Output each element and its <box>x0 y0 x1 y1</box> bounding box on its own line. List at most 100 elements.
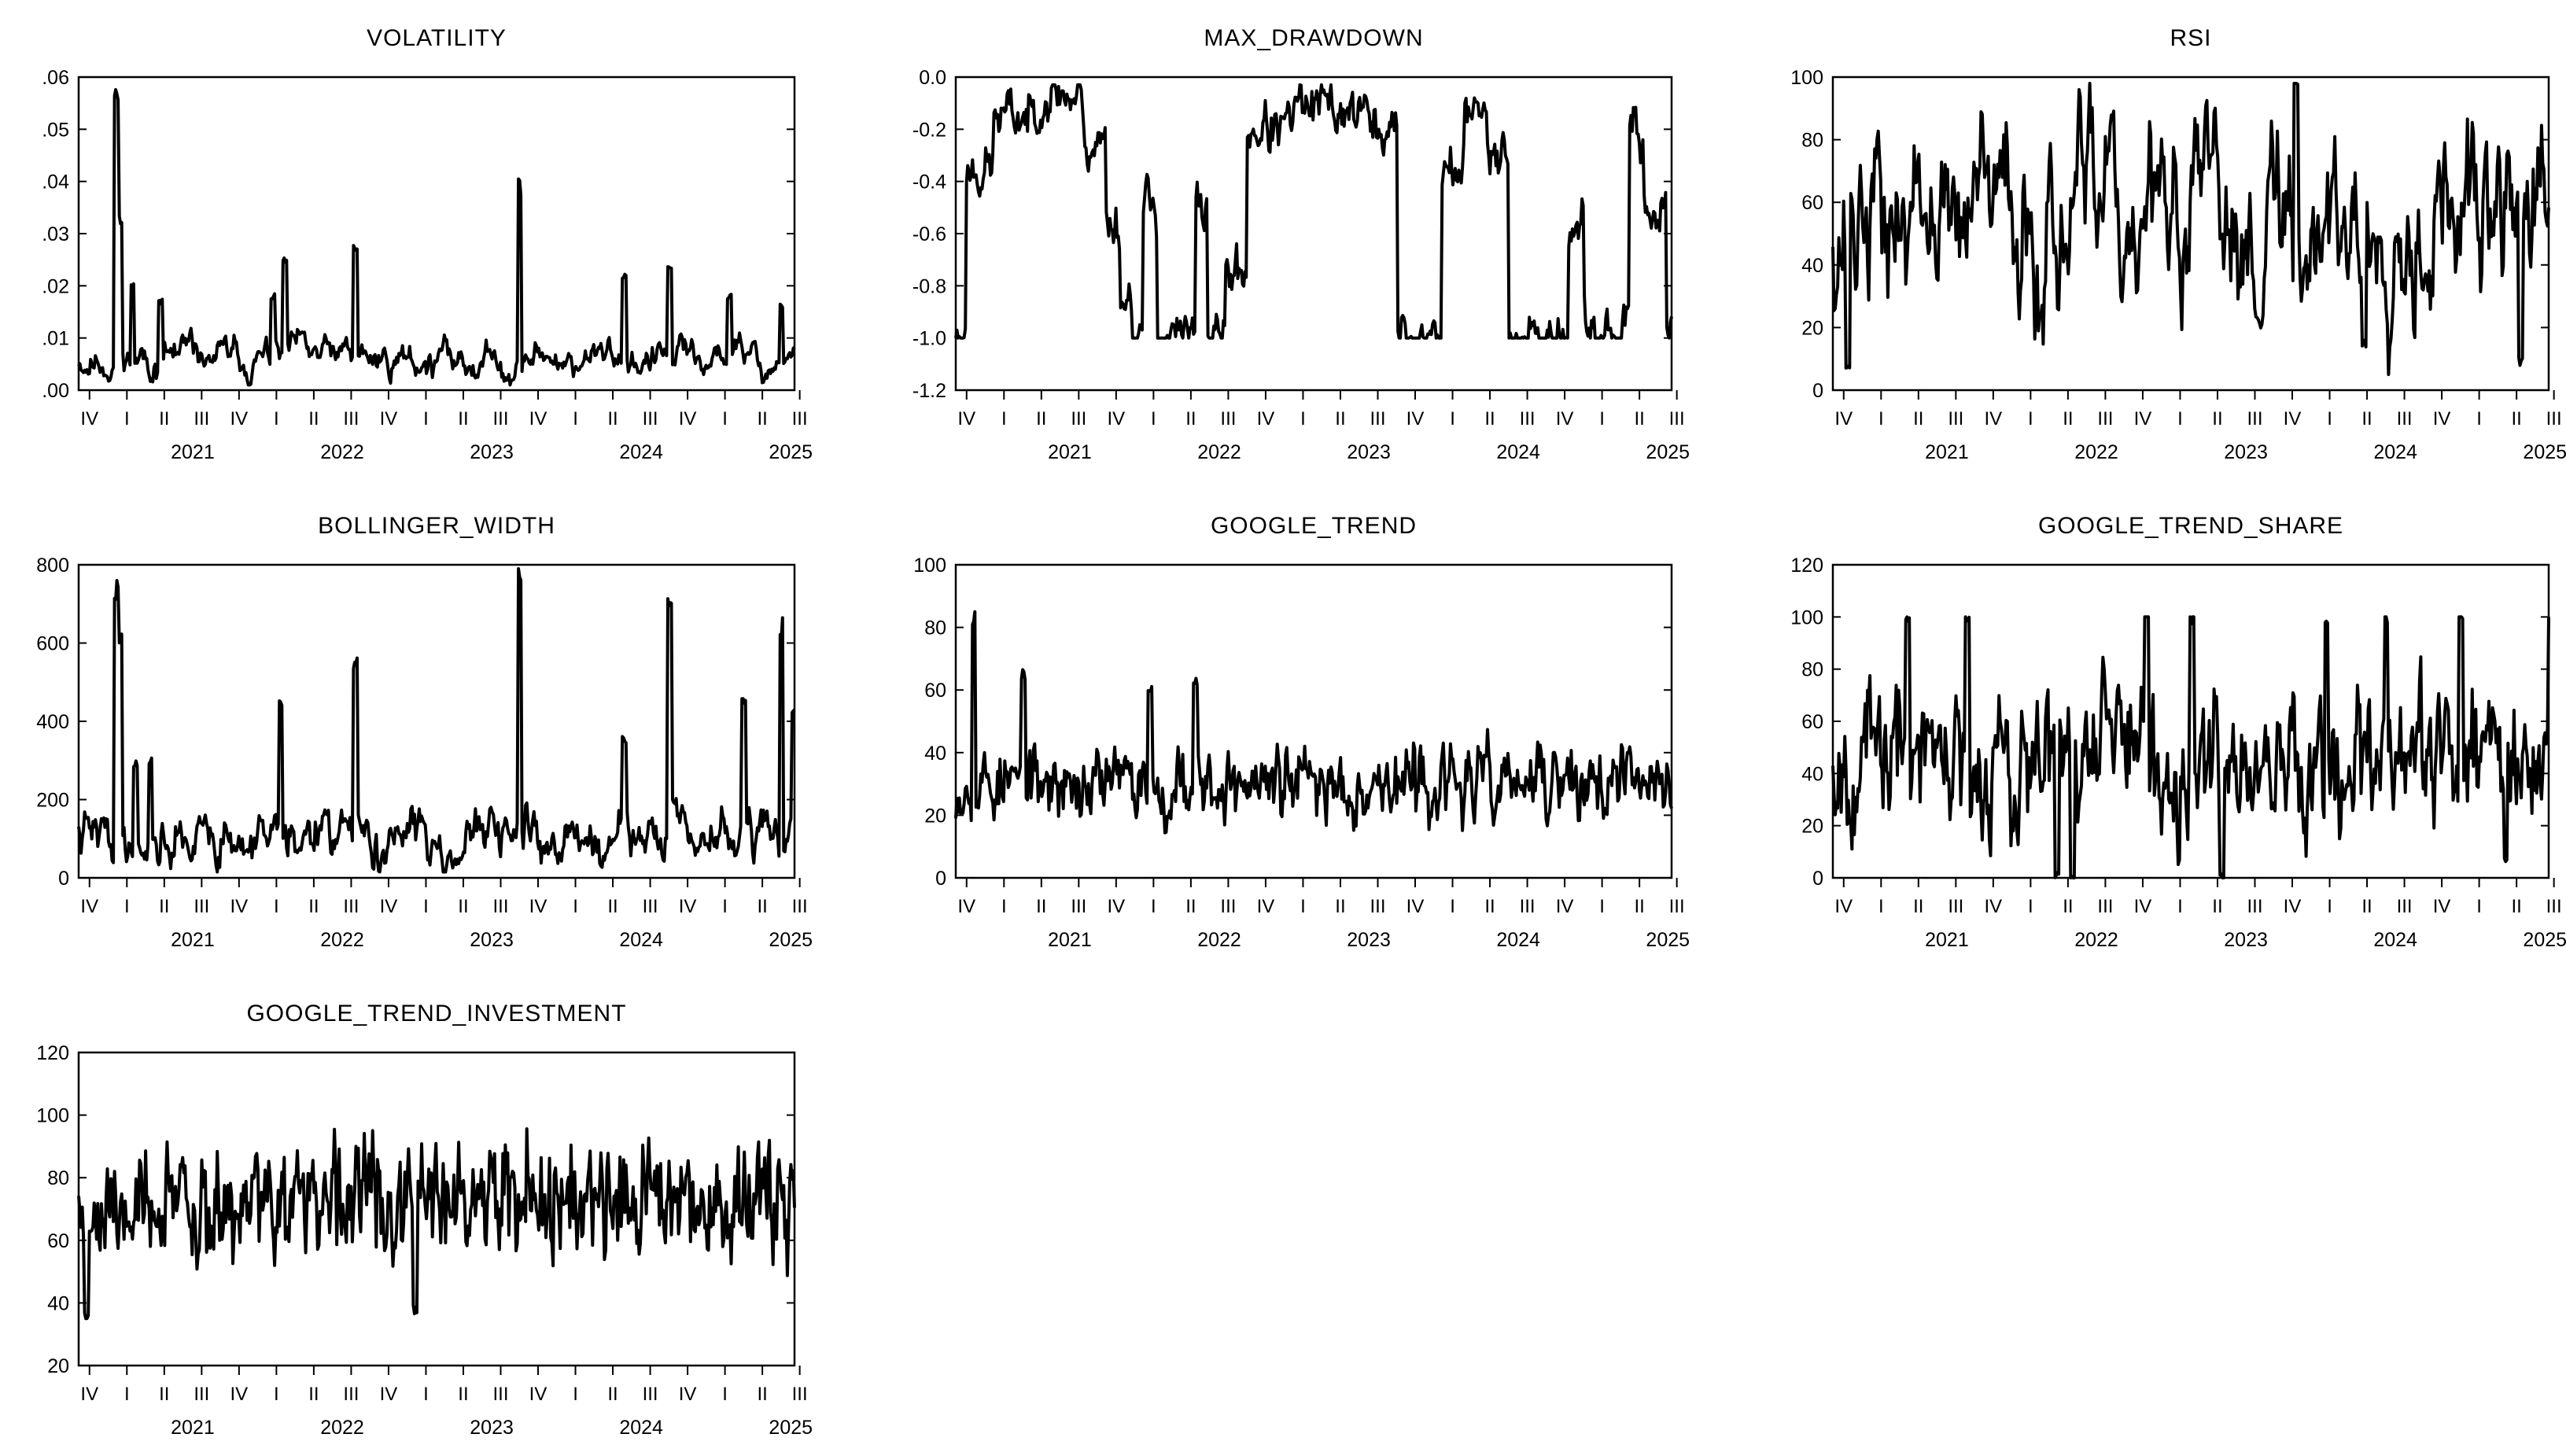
x-year-label: 2021 <box>1925 441 1969 463</box>
x-quarter-label: II <box>1185 408 1196 429</box>
x-year-label: 2024 <box>1496 929 1540 951</box>
chart-title: VOLATILITY <box>367 25 507 51</box>
x-quarter-label: IV <box>1407 896 1425 917</box>
y-tick-label: .06 <box>42 67 69 89</box>
x-quarter-label: I <box>1878 896 1884 917</box>
x-quarter-label: II <box>2511 408 2521 429</box>
x-quarter-label: I <box>2476 896 2482 917</box>
x-quarter-label: I <box>1599 408 1605 429</box>
x-year-label: 2025 <box>2523 441 2566 463</box>
x-quarter-label: IV <box>1407 408 1425 429</box>
y-tick-label: 60 <box>924 680 946 702</box>
y-tick-label: 20 <box>1801 816 1823 838</box>
x-quarter-label: II <box>2212 408 2222 429</box>
x-quarter-label: III <box>1370 896 1385 917</box>
x-quarter-label: I <box>2028 408 2033 429</box>
x-quarter-label: IV <box>1985 896 2003 917</box>
x-quarter-label: III <box>1520 408 1536 429</box>
x-quarter-label: I <box>423 896 429 917</box>
x-quarter-label: III <box>2397 896 2413 917</box>
y-tick-label: .03 <box>42 223 69 245</box>
x-quarter-label: III <box>2247 408 2262 429</box>
x-quarter-label: I <box>274 1384 279 1405</box>
x-quarter-label: I <box>423 1384 429 1405</box>
series-line-bollinger-width <box>77 567 796 874</box>
x-year-label: 2022 <box>320 1417 364 1439</box>
x-quarter-label: III <box>194 896 209 917</box>
x-quarter-label: IV <box>1108 408 1126 429</box>
x-year-label: 2021 <box>1048 929 1092 951</box>
x-quarter-label: II <box>1036 408 1046 429</box>
chart-panel-google-trend-investment: GOOGLE_TREND_INVESTMENT 20 40 60 80 100 120 IV I… <box>36 1001 813 1439</box>
x-quarter-label: I <box>1001 896 1007 917</box>
x-quarter-label: IV <box>2284 408 2302 429</box>
chart-title: BOLLINGER_WIDTH <box>318 513 555 539</box>
y-tick-label: 0 <box>935 868 946 890</box>
x-quarter-label: III <box>194 1384 209 1405</box>
x-quarter-label: III <box>1071 408 1086 429</box>
x-year-label: 2025 <box>1646 929 1690 951</box>
y-tick-label: 100 <box>1790 606 1823 628</box>
x-quarter-label: IV <box>380 896 398 917</box>
y-tick-label: 60 <box>1801 192 1823 214</box>
x-quarter-label: IV <box>1257 896 1275 917</box>
x-quarter-label: IV <box>1108 896 1126 917</box>
x-quarter-label: I <box>2177 408 2183 429</box>
x-quarter-label: II <box>1913 896 1923 917</box>
y-tick-label: 20 <box>924 805 946 827</box>
x-year-label: 2021 <box>1048 441 1092 463</box>
y-tick-label: 40 <box>47 1292 69 1314</box>
x-quarter-label: IV <box>1834 408 1853 429</box>
x-year-label: 2024 <box>2373 441 2417 463</box>
series-line-volatility <box>77 88 796 387</box>
y-tick-label: .01 <box>42 328 69 350</box>
x-quarter-label: II <box>1036 896 1046 917</box>
x-quarter-label: II <box>757 408 767 429</box>
x-quarter-label: III <box>2097 408 2113 429</box>
x-quarter-label: IV <box>380 1384 398 1405</box>
y-tick-label: 60 <box>1801 711 1823 733</box>
x-quarter-label: II <box>458 1384 468 1405</box>
x-quarter-label: III <box>1948 408 1963 429</box>
x-quarter-label: II <box>2361 408 2372 429</box>
x-quarter-label: III <box>792 1384 808 1405</box>
x-quarter-label: III <box>492 408 508 429</box>
x-year-label: 2023 <box>2224 929 2268 951</box>
x-year-label: 2025 <box>1646 441 1690 463</box>
x-quarter-label: III <box>792 896 808 917</box>
x-quarter-label: III <box>2097 896 2113 917</box>
x-quarter-label: IV <box>529 408 547 429</box>
x-quarter-label: IV <box>230 896 249 917</box>
y-tick-label: 80 <box>1801 130 1823 152</box>
x-year-label: 2021 <box>171 929 215 951</box>
x-quarter-label: II <box>1634 408 1644 429</box>
x-quarter-label: II <box>1634 896 1644 917</box>
x-quarter-label: I <box>573 896 578 917</box>
x-quarter-label: III <box>643 1384 658 1405</box>
y-tick-label: 400 <box>36 711 69 733</box>
x-quarter-label: II <box>607 1384 618 1405</box>
x-quarter-label: IV <box>380 408 398 429</box>
x-quarter-label: III <box>194 408 209 429</box>
x-quarter-label: III <box>2546 408 2562 429</box>
x-quarter-label: II <box>757 896 767 917</box>
x-year-label: 2024 <box>2373 929 2417 951</box>
y-tick-label: 20 <box>1801 317 1823 339</box>
x-quarter-label: II <box>1335 408 1345 429</box>
x-year-label: 2025 <box>769 441 813 463</box>
series-line-google-trend-share <box>1831 615 2550 879</box>
x-quarter-label: IV <box>679 896 697 917</box>
x-quarter-label: III <box>1071 896 1086 917</box>
x-quarter-label: I <box>1878 408 1884 429</box>
y-tick-label: .00 <box>42 380 69 402</box>
y-tick-label: 100 <box>36 1105 69 1127</box>
y-tick-label: -0.6 <box>912 223 946 245</box>
x-quarter-label: III <box>2397 408 2413 429</box>
x-quarter-label: IV <box>1834 896 1853 917</box>
x-quarter-label: II <box>458 896 468 917</box>
y-tick-label: .02 <box>42 275 69 297</box>
